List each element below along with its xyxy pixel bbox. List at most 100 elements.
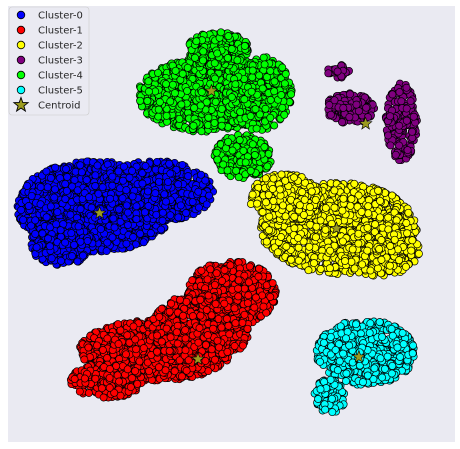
data-point (174, 180, 183, 189)
data-point (255, 264, 264, 273)
data-point (73, 186, 82, 195)
data-point (84, 343, 93, 352)
data-point (103, 354, 112, 362)
data-point (243, 299, 252, 308)
data-point (114, 205, 123, 214)
data-point (56, 226, 65, 235)
data-point (83, 237, 92, 245)
data-point (259, 302, 268, 311)
data-point (118, 194, 127, 203)
data-point (93, 161, 102, 170)
data-point (79, 251, 87, 260)
data-point (51, 163, 60, 172)
data-point (61, 179, 70, 188)
data-point (210, 280, 219, 289)
data-point (206, 265, 215, 274)
data-point (114, 167, 123, 176)
points-layer (13, 28, 423, 417)
data-point (74, 222, 83, 231)
data-point (212, 269, 221, 278)
data-point (153, 157, 161, 166)
data-point (17, 206, 26, 215)
data-point (46, 174, 55, 182)
data-point (145, 367, 153, 376)
data-point (67, 229, 76, 238)
data-point (27, 191, 36, 200)
data-point (93, 341, 101, 350)
data-point (46, 202, 55, 211)
data-point (76, 237, 85, 246)
data-point (62, 165, 70, 173)
data-point (136, 229, 145, 238)
data-point (68, 252, 76, 261)
data-point (98, 183, 107, 192)
data-point (128, 166, 137, 175)
data-point (174, 213, 183, 222)
data-point (132, 202, 141, 211)
data-point (218, 276, 226, 285)
data-point (178, 160, 187, 169)
data-point (151, 189, 160, 198)
data-point (251, 293, 260, 302)
data-point (202, 200, 211, 209)
data-point (62, 186, 71, 195)
data-point (103, 334, 112, 343)
data-point (122, 201, 131, 210)
data-point (157, 225, 166, 234)
data-point (197, 266, 206, 275)
data-point (141, 162, 150, 170)
data-point (129, 233, 138, 242)
data-point (135, 357, 144, 366)
data-point (266, 292, 275, 301)
data-point (139, 238, 148, 247)
data-point (106, 194, 114, 203)
data-point (24, 202, 33, 210)
data-point (245, 262, 254, 271)
data-point (205, 191, 214, 200)
data-point (23, 181, 32, 190)
data-point (63, 173, 72, 181)
data-point (98, 346, 107, 354)
data-point (176, 201, 185, 210)
data-point (234, 284, 243, 293)
data-point (131, 335, 140, 344)
data-point (194, 187, 203, 196)
data-point (50, 193, 59, 202)
data-point (128, 192, 137, 201)
data-point (166, 211, 175, 220)
data-point (122, 186, 131, 195)
data-point (61, 195, 70, 203)
data-point (155, 177, 163, 186)
data-point (161, 366, 170, 375)
data-point (87, 203, 96, 212)
data-point (123, 208, 132, 217)
data-point (160, 190, 169, 199)
data-point (51, 185, 59, 194)
data-point (203, 275, 212, 284)
data-point (155, 363, 163, 372)
data-point (244, 291, 253, 300)
data-point (85, 193, 94, 202)
data-point (194, 203, 203, 212)
data-point (143, 187, 152, 196)
data-point (166, 169, 175, 178)
data-point (114, 320, 122, 329)
data-point (73, 257, 82, 266)
data-point (53, 208, 62, 217)
data-point (204, 367, 213, 376)
data-point (66, 210, 75, 219)
data-point (234, 292, 243, 301)
data-point (153, 347, 161, 356)
series-cluster-0 (13, 157, 218, 269)
data-point (188, 197, 197, 206)
data-point (76, 161, 85, 170)
data-point (114, 339, 123, 348)
data-point (45, 242, 54, 251)
data-point (82, 176, 91, 184)
data-point (36, 183, 45, 192)
data-point (44, 234, 53, 243)
data-point (164, 177, 172, 186)
data-point (77, 168, 86, 177)
data-point (109, 214, 118, 223)
